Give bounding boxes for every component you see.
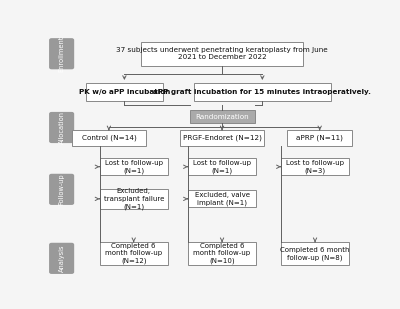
Text: Completed 6
month follow-up
(N=10): Completed 6 month follow-up (N=10) <box>194 243 251 264</box>
Text: PRGF-Endoret (N=12): PRGF-Endoret (N=12) <box>183 135 262 142</box>
FancyBboxPatch shape <box>49 174 74 205</box>
FancyBboxPatch shape <box>100 189 168 209</box>
Text: Excluded,
transplant failure
(N=1): Excluded, transplant failure (N=1) <box>104 188 164 210</box>
Text: Completed 6 month
follow-up (N=8): Completed 6 month follow-up (N=8) <box>280 247 350 260</box>
Text: Randomization: Randomization <box>195 114 249 120</box>
FancyBboxPatch shape <box>49 243 74 274</box>
FancyBboxPatch shape <box>72 130 146 146</box>
Text: Follow-up: Follow-up <box>59 174 65 205</box>
Text: 37 subjects underwent penetrating keratoplasty from June
2021 to December 2022: 37 subjects underwent penetrating kerato… <box>116 47 328 61</box>
FancyBboxPatch shape <box>281 242 349 265</box>
Text: Enrollment: Enrollment <box>59 36 65 72</box>
FancyBboxPatch shape <box>86 83 163 101</box>
FancyBboxPatch shape <box>190 110 255 123</box>
Text: Control (N=14): Control (N=14) <box>82 135 136 142</box>
Text: Lost to follow-up
(N=3): Lost to follow-up (N=3) <box>286 160 344 174</box>
FancyBboxPatch shape <box>180 130 264 146</box>
FancyBboxPatch shape <box>100 158 168 175</box>
Text: aPP graft incubation for 15 minutes intraoperatively.: aPP graft incubation for 15 minutes intr… <box>154 89 371 95</box>
Text: Excluded, valve
implant (N=1): Excluded, valve implant (N=1) <box>194 192 250 206</box>
FancyBboxPatch shape <box>49 38 74 69</box>
Text: aPRP (N=11): aPRP (N=11) <box>296 135 343 142</box>
FancyBboxPatch shape <box>100 242 168 265</box>
FancyBboxPatch shape <box>287 130 352 146</box>
FancyBboxPatch shape <box>194 83 330 101</box>
Text: Completed 6
month follow-up
(N=12): Completed 6 month follow-up (N=12) <box>105 243 162 264</box>
FancyBboxPatch shape <box>188 190 256 207</box>
Text: Analysis: Analysis <box>59 245 65 272</box>
FancyBboxPatch shape <box>49 112 74 143</box>
FancyBboxPatch shape <box>281 158 349 175</box>
Text: Allocation: Allocation <box>59 111 65 144</box>
FancyBboxPatch shape <box>188 242 256 265</box>
FancyBboxPatch shape <box>142 42 303 66</box>
Text: PK w/o aPP incubation: PK w/o aPP incubation <box>79 89 170 95</box>
Text: Lost to follow-up
(N=1): Lost to follow-up (N=1) <box>193 160 251 174</box>
FancyBboxPatch shape <box>188 158 256 175</box>
Text: Lost to follow-up
(N=1): Lost to follow-up (N=1) <box>105 160 163 174</box>
